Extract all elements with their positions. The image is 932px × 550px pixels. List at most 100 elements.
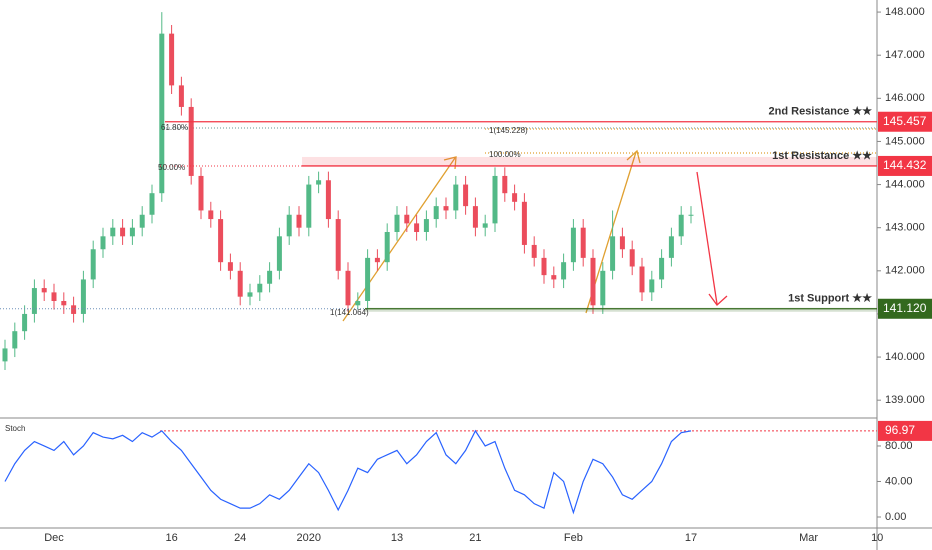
- x-tick-label: 17: [685, 532, 697, 544]
- x-tick-label: Mar: [799, 532, 818, 544]
- candle-body: [335, 219, 341, 271]
- candle-body: [31, 288, 37, 314]
- candle-body: [570, 227, 576, 263]
- candle-body: [159, 33, 165, 194]
- x-tick-label: 21: [469, 532, 481, 544]
- candle-body: [629, 249, 635, 267]
- candle-body: [384, 232, 390, 263]
- candle-body: [463, 184, 469, 207]
- x-tick-label: 16: [165, 532, 177, 544]
- candle-body: [80, 279, 86, 314]
- candle-body: [208, 210, 214, 220]
- candle-body: [237, 270, 243, 297]
- candle-body: [453, 184, 459, 211]
- candle-body: [394, 214, 400, 233]
- level-name: 2nd Resistance ★★: [769, 106, 873, 118]
- candle-body: [551, 275, 557, 280]
- fib-label: 50.00%: [158, 163, 185, 172]
- candle-body: [600, 270, 606, 306]
- y-tick-label: 139.000: [885, 394, 925, 406]
- candle-body: [639, 266, 645, 293]
- candle-body: [306, 184, 312, 228]
- candle-body: [100, 236, 106, 250]
- candle-body: [110, 227, 116, 237]
- price-box: [878, 298, 932, 319]
- candle-body: [218, 219, 224, 263]
- arrow: [342, 157, 456, 322]
- y-tick-label: 142.000: [885, 265, 925, 277]
- level-name: 1st Resistance ★★: [772, 150, 872, 162]
- candle-body: [502, 175, 508, 194]
- candle-body: [355, 300, 361, 306]
- candle-body: [178, 85, 184, 107]
- x-tick-label: Dec: [44, 532, 64, 544]
- arrow-head: [708, 293, 728, 306]
- candle-body: [22, 313, 28, 332]
- price-label: 144.432: [883, 158, 927, 172]
- pane-title: Stoch: [5, 424, 25, 433]
- candle-body: [619, 236, 625, 250]
- candle-body: [227, 262, 233, 271]
- candle-body: [41, 288, 47, 293]
- candle-body: [668, 236, 674, 258]
- fib-label: 100.00%: [489, 150, 521, 159]
- y-tick-label: 40.00: [885, 475, 913, 487]
- candle-body: [71, 305, 77, 314]
- support-zone: [365, 307, 877, 312]
- candle-body: [590, 257, 596, 306]
- price-label: 141.120: [883, 301, 927, 315]
- x-tick-label: 13: [391, 532, 403, 544]
- y-tick-label: 148.000: [885, 6, 925, 18]
- candle-body: [198, 175, 204, 211]
- candle-body: [61, 300, 67, 306]
- price-box: [878, 155, 932, 176]
- candle-body: [365, 257, 371, 301]
- arrow: [696, 171, 718, 305]
- candle-body: [120, 227, 126, 237]
- candle-body: [149, 193, 155, 215]
- candle-body: [257, 283, 263, 293]
- y-tick-label: 80.00: [885, 440, 913, 452]
- x-tick-label: Feb: [564, 532, 583, 544]
- candle-body: [296, 214, 302, 228]
- price-box: [878, 111, 932, 132]
- candle-body: [610, 236, 616, 271]
- candle-body: [688, 214, 694, 216]
- candle-body: [276, 236, 282, 271]
- candle-body: [649, 279, 655, 293]
- x-tick-label: 2020: [297, 532, 321, 544]
- candle-body: [325, 180, 331, 220]
- candle-body: [512, 193, 518, 202]
- resistance-zone: [302, 156, 877, 166]
- candle-body: [247, 292, 253, 297]
- candle-body: [404, 214, 410, 224]
- price-label: 145.457: [883, 114, 927, 128]
- candle-body: [12, 331, 18, 349]
- level-box: [878, 420, 932, 441]
- candle-body: [414, 223, 420, 233]
- fib-label: 1(141.064): [330, 308, 369, 317]
- candle-body: [374, 257, 380, 263]
- y-tick-label: 145.000: [885, 135, 925, 147]
- candle-body: [286, 214, 292, 237]
- candle-body: [678, 214, 684, 237]
- x-tick-label: 10: [871, 532, 883, 544]
- candle-body: [90, 249, 96, 280]
- candle-body: [580, 227, 586, 258]
- candle-body: [659, 257, 665, 280]
- candle-body: [443, 206, 449, 211]
- fib-label: 1(145.228): [489, 126, 528, 135]
- candle-body: [433, 206, 439, 220]
- y-tick-label: 146.000: [885, 92, 925, 104]
- candle-body: [169, 33, 175, 86]
- stoch-line: [4, 429, 692, 515]
- level-name: 1st Support ★★: [788, 293, 872, 305]
- y-tick-label: 144.000: [885, 178, 925, 190]
- candle-body: [423, 219, 429, 233]
- arrow-head: [443, 156, 457, 170]
- candle-body: [267, 270, 273, 284]
- y-tick-label: 143.000: [885, 222, 925, 234]
- candle-body: [492, 175, 498, 224]
